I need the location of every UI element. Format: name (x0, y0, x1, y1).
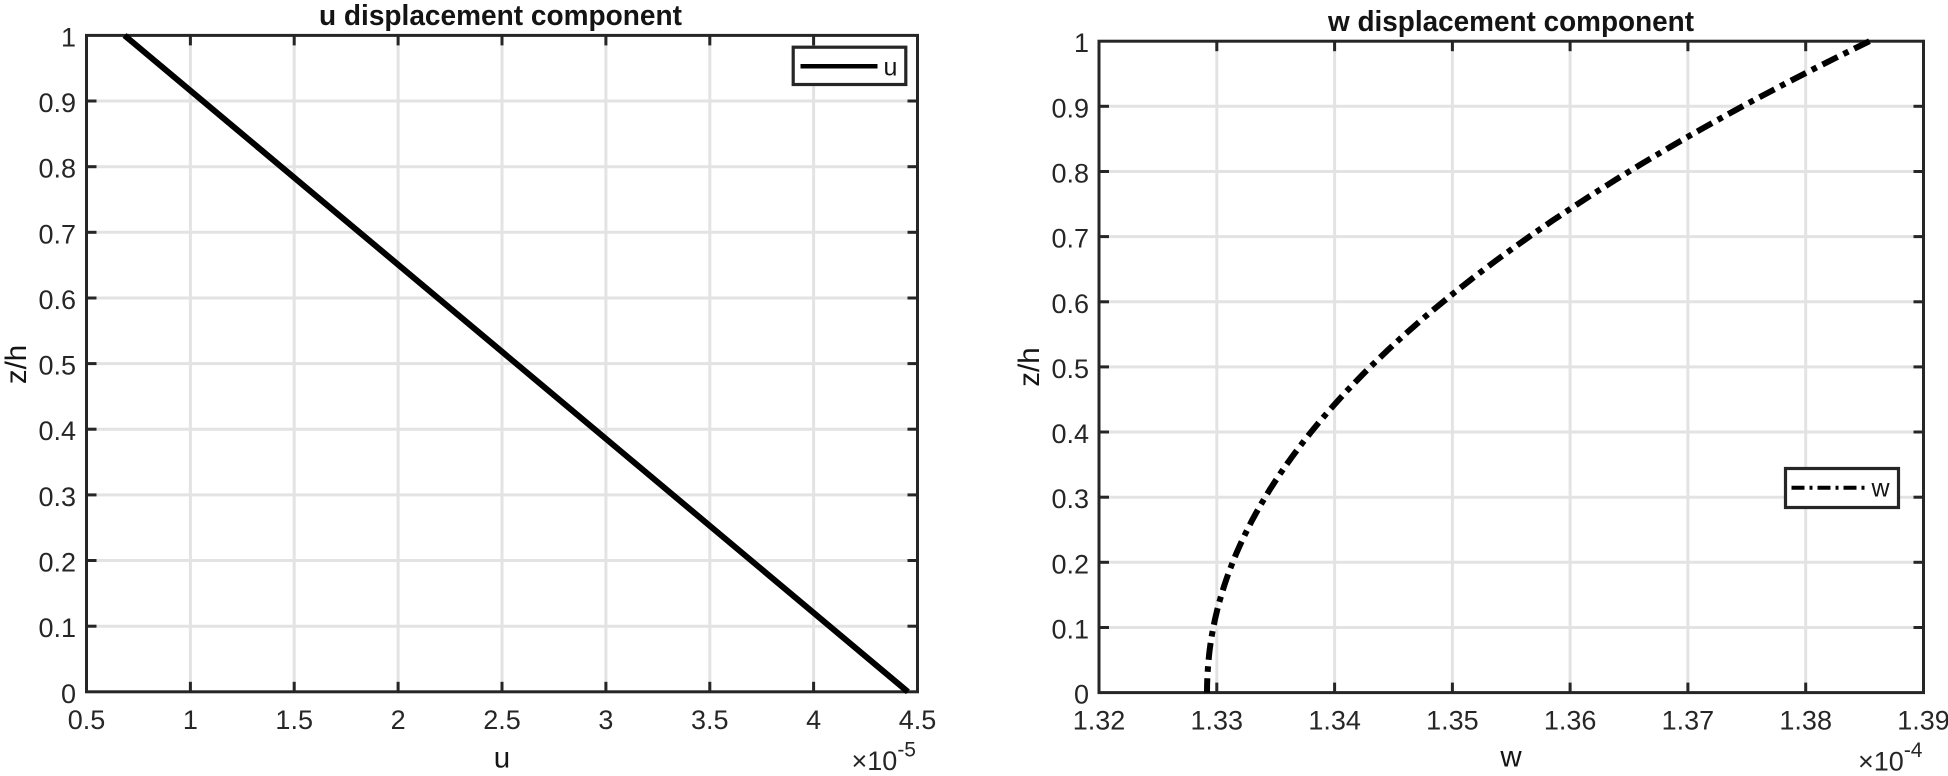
svg-text:0.4: 0.4 (1051, 419, 1089, 449)
svg-text:0.3: 0.3 (38, 482, 76, 512)
svg-text:0.6: 0.6 (38, 285, 76, 315)
svg-text:0.2: 0.2 (38, 548, 76, 578)
svg-text:0.2: 0.2 (1051, 549, 1089, 579)
svg-text:0: 0 (1074, 680, 1089, 710)
svg-text:0.3: 0.3 (1051, 484, 1089, 514)
svg-text:0.1: 0.1 (38, 613, 76, 643)
svg-text:0.5: 0.5 (1051, 354, 1089, 384)
svg-text:1.32: 1.32 (1073, 705, 1126, 735)
svg-text:0.9: 0.9 (1051, 93, 1089, 123)
svg-text:1.38: 1.38 (1779, 705, 1832, 735)
svg-text:1.37: 1.37 (1662, 705, 1715, 735)
svg-text:2.5: 2.5 (483, 705, 521, 735)
svg-text:0: 0 (61, 679, 76, 709)
svg-text:3: 3 (598, 705, 613, 735)
svg-text:1.5: 1.5 (275, 705, 313, 735)
svg-text:1: 1 (1074, 28, 1089, 58)
svg-text:0.5: 0.5 (38, 351, 76, 381)
svg-text:0.4: 0.4 (38, 416, 76, 446)
svg-text:z/h: z/h (0, 345, 33, 384)
svg-text:w displacement component: w displacement component (1327, 6, 1694, 38)
svg-text:4.5: 4.5 (899, 705, 937, 735)
svg-text:1.34: 1.34 (1308, 705, 1361, 735)
svg-text:0.1: 0.1 (1051, 615, 1089, 645)
svg-text:4: 4 (806, 705, 821, 735)
svg-text:2: 2 (391, 705, 406, 735)
svg-text:0.6: 0.6 (1051, 289, 1089, 319)
svg-text:z/h: z/h (1013, 347, 1046, 386)
svg-text:u: u (494, 742, 510, 775)
svg-text:0.7: 0.7 (38, 219, 76, 249)
svg-text:0.5: 0.5 (68, 705, 106, 735)
svg-text:u: u (884, 54, 898, 82)
svg-text:1.36: 1.36 (1544, 705, 1597, 735)
svg-text:0.9: 0.9 (38, 88, 76, 118)
svg-text:u displacement component: u displacement component (319, 0, 682, 32)
svg-text:1: 1 (61, 22, 76, 52)
svg-text:w: w (1871, 475, 1891, 503)
svg-text:0.8: 0.8 (38, 154, 76, 184)
svg-text:3.5: 3.5 (691, 705, 729, 735)
svg-text:0.8: 0.8 (1051, 159, 1089, 189)
svg-text:1.33: 1.33 (1191, 705, 1244, 735)
svg-text:1.39: 1.39 (1897, 705, 1948, 735)
svg-text:0.7: 0.7 (1051, 224, 1089, 254)
svg-text:w: w (1499, 741, 1522, 774)
svg-text:1.35: 1.35 (1426, 705, 1479, 735)
svg-text:1: 1 (183, 705, 198, 735)
